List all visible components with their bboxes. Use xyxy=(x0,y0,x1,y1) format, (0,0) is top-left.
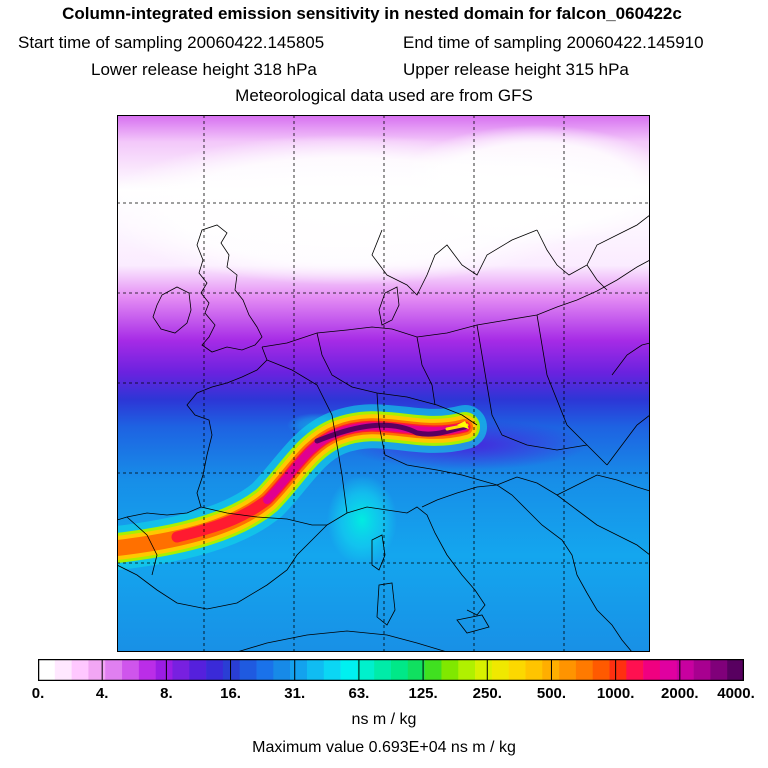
colorbar-swatch xyxy=(357,659,375,681)
coastlines-and-borders xyxy=(117,214,650,652)
colorbar-swatch xyxy=(609,659,627,681)
colorbar xyxy=(38,659,744,681)
colorbar-swatch xyxy=(122,659,140,681)
colorbar-swatch xyxy=(710,659,728,681)
colorbar-tick-label: 31. xyxy=(284,685,306,702)
colorbar-swatch xyxy=(525,659,543,681)
elevated-sensitivity-patch xyxy=(327,475,397,565)
colorbar-swatch xyxy=(38,659,56,681)
upper-release-label: Upper release height 315 hPa xyxy=(403,60,629,79)
map-title: Column-integrated emission sensitivity i… xyxy=(62,4,682,23)
colorbar-swatch xyxy=(727,659,744,681)
map-frame xyxy=(117,115,650,652)
colorbar-tick-label: 2000. xyxy=(661,685,699,702)
colorbar-swatch xyxy=(676,659,694,681)
emission-plume xyxy=(117,404,487,570)
colorbar-swatch xyxy=(491,659,509,681)
colorbar-tick-label: 125. xyxy=(408,685,438,702)
colorbar-swatch xyxy=(206,659,224,681)
colorbar-tick-label: 4000. xyxy=(717,685,755,702)
colorbar-swatch xyxy=(559,659,577,681)
lower-release-label: Lower release height 318 hPa xyxy=(91,60,317,79)
release-point-marker xyxy=(457,421,469,429)
colorbar-swatch xyxy=(441,659,459,681)
colorbar-tick-label: 16. xyxy=(220,685,241,702)
colorbar-swatch xyxy=(256,659,274,681)
met-data-label: Meteorological data used are from GFS xyxy=(235,86,533,105)
colorbar-swatch xyxy=(626,659,644,681)
colorbar-tick-label: 4. xyxy=(95,685,109,702)
colorbar-swatch xyxy=(643,659,661,681)
colorbar-tick-label: 1000. xyxy=(596,685,635,702)
colorbar-swatch xyxy=(239,659,257,681)
colorbar-units-label: ns m / kg xyxy=(351,711,417,728)
colorbar-swatch xyxy=(575,659,594,681)
end-time-label: End time of sampling 20060422.145910 xyxy=(403,33,704,52)
colorbar-swatch xyxy=(475,659,493,681)
colorbar-swatch xyxy=(659,659,678,681)
colorbar-swatch xyxy=(458,659,476,681)
colorbar-swatch xyxy=(340,659,358,681)
colorbar-swatch xyxy=(693,659,711,681)
colorbar-swatch xyxy=(172,659,190,681)
colorbar-swatch xyxy=(138,659,156,681)
colorbar-tick-label: 500. xyxy=(536,685,567,702)
max-value-label: Maximum value 0.693E+04 ns m / kg xyxy=(252,739,516,756)
colorbar-tick-label: 8. xyxy=(160,685,173,702)
colorbar-tick-label: 63. xyxy=(348,685,370,702)
colorbar-swatch xyxy=(592,659,610,681)
colorbar-swatch xyxy=(71,659,89,681)
colorbar-swatch xyxy=(323,659,341,681)
colorbar-swatch xyxy=(374,659,392,681)
colorbar-swatch xyxy=(273,659,291,681)
colorbar-swatch xyxy=(508,659,526,681)
colorbar-swatch xyxy=(391,659,409,681)
sensitivity-map xyxy=(117,115,650,652)
colorbar-swatch xyxy=(542,659,560,681)
colorbar-tick-label: 250. xyxy=(472,685,502,702)
colorbar-swatch xyxy=(155,659,173,681)
colorbar-swatch xyxy=(222,659,241,681)
graticule xyxy=(117,115,650,652)
colorbar-swatch xyxy=(105,659,123,681)
colorbar-swatch xyxy=(88,659,106,681)
colorbar-swatch xyxy=(407,659,425,681)
low-sensitivity-region-east xyxy=(397,125,650,245)
colorbar-swatch xyxy=(424,659,442,681)
colorbar-swatch xyxy=(290,659,308,681)
start-time-label: Start time of sampling 20060422.145805 xyxy=(18,33,325,52)
colorbar-tick-label: 0. xyxy=(31,685,45,702)
colorbar-swatch xyxy=(54,659,72,681)
colorbar-swatch xyxy=(306,659,325,681)
colorbar-frame xyxy=(38,659,744,681)
colorbar-swatch xyxy=(189,659,207,681)
